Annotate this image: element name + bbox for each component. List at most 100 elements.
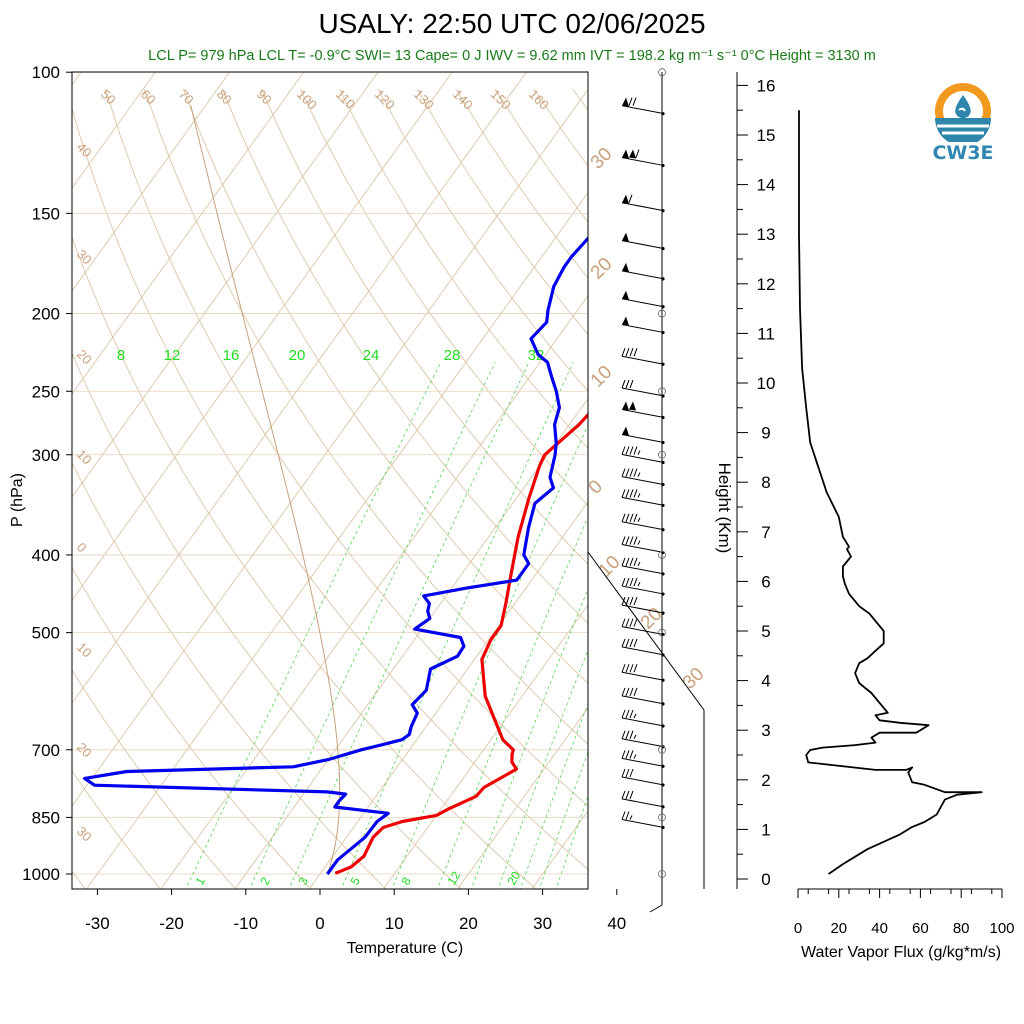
barb-flag [633,513,638,522]
isotherm [72,72,305,395]
wind-barb [621,596,665,615]
isotherm [72,72,453,601]
barb-flag [621,638,626,648]
barb-flag [625,768,630,778]
x-tick-label: 40 [607,914,626,933]
flux-x-tick-label: 60 [912,920,929,937]
dry-adiabat-label: 140 [450,87,476,113]
barb-half-flag [633,713,637,719]
height-tick-label: 12 [757,275,776,294]
wind-barb [621,194,665,213]
dry-adiabat [299,89,588,507]
mixing-ratio-line [519,702,588,889]
wind-barb [621,97,665,116]
barb-dot [661,246,665,251]
height-tick-label: 5 [761,622,770,641]
barb-dot [661,528,665,532]
pressure-marker [658,450,666,459]
dry-adiabat-label: 160 [526,87,552,113]
dry-adiabat-label: 110 [333,87,358,112]
barb-flag [628,194,633,203]
barb-dot [661,611,665,615]
barb-dot [661,592,665,596]
barb-flag [621,596,626,606]
barb-flag [629,664,634,673]
barb-staff [621,105,665,115]
barb-dot [661,653,665,657]
wind-barb [621,750,665,769]
wind-barb [621,468,665,487]
dry-adiabat [72,236,537,889]
barb-staff [621,646,665,656]
mixing-ratio-label: 20 [289,347,306,364]
barb-flag [633,348,638,357]
isotherm-label: 10 [587,362,617,392]
barb-staff [621,757,665,767]
flux-x-axis-label: Water Vapor Flux (g/kg*m/s) [801,944,1001,961]
y-tick-label: 250 [32,382,60,401]
barb-flag [625,730,630,739]
wind-barb [621,401,665,420]
isobars [72,72,588,875]
dry-adiabat-label: 100 [294,87,320,113]
height-tick-label: 11 [757,324,775,343]
wind-barb [621,790,665,809]
barb-flag [625,379,630,389]
cw3e-logo: CW3E [928,80,998,164]
barb-staff [621,240,665,250]
barb-dot [661,460,665,465]
wind-barb [621,664,665,682]
mixing-ratio-label: 2 [257,874,273,887]
barb-dot [661,415,665,420]
barb-panel-border [587,72,705,889]
isotherm-label: 20 [587,254,617,284]
moist-adiabat [190,105,341,875]
barb-staff [621,496,665,506]
wind-barb [621,536,665,555]
barb-flag [625,709,630,719]
barb-flag [621,709,626,719]
barb-flag [621,489,626,498]
barb-staff [621,434,665,444]
x-tick-label: -30 [85,914,110,933]
barb-flag [625,513,630,522]
barb-flag [629,577,634,587]
sounding-series [83,235,588,875]
barb-dot [661,440,665,445]
dry-adiabat [260,89,588,565]
wind-barb [621,638,665,657]
height-tick-label: 4 [761,672,770,691]
dry-adiabats [72,88,588,889]
isotherms [72,54,1024,894]
mixing-ratio-label: 8 [117,347,125,364]
barb-flag [621,513,626,522]
barb-staff [621,355,665,365]
wind-barb [621,709,665,728]
isotherm [602,54,1024,894]
mixing-ratio-line [185,362,442,889]
dry-adiabat-label: 130 [411,87,437,113]
dry-adiabat-label: 50 [98,87,119,108]
barb-pennant [622,401,629,411]
barb-flag [633,687,638,697]
y-tick-label: 1000 [22,865,60,884]
barb-dot [661,112,665,116]
barb-staff [621,324,665,334]
isotherm [72,72,231,292]
barb-dot [661,209,665,213]
barb-flag [621,687,626,697]
barb-flag [633,664,638,673]
barb-flag [625,596,630,606]
barb-flag [629,379,634,389]
mixing-ratio-label: 8 [398,874,414,887]
isotherm [382,604,588,889]
x-tick-label: -10 [234,914,259,933]
barb-flag [621,618,626,627]
wind-barb [621,262,665,281]
barb-pennant [622,262,629,272]
barb-flag [629,489,634,498]
y-tick-label: 200 [32,305,60,324]
barb-flag [621,379,626,389]
